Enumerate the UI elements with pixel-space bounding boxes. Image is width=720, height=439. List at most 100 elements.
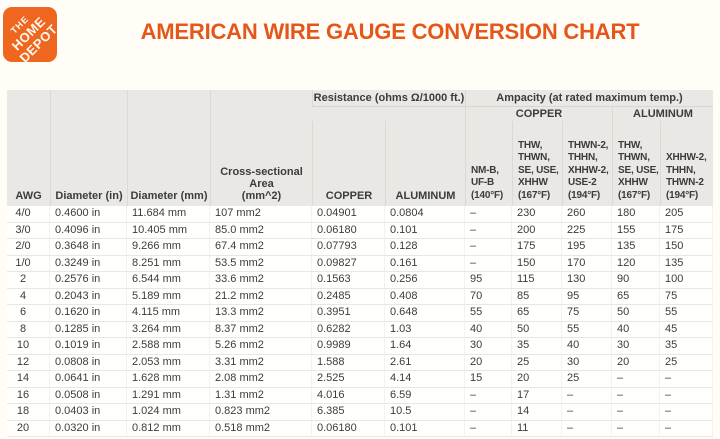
table-cell: 14 [7, 371, 50, 387]
column-header-xhhw2-aluminum: XHHW-2, THHN, THWN-2 (194°F) [660, 121, 713, 206]
table-cell: 15 [465, 371, 512, 387]
table-cell: 6.385 [312, 404, 385, 420]
table-cell: 0.3951 [312, 305, 385, 321]
table-body: 4/0 0.4600 in 11.684 mm 107 mm2 0.04901 0.080… [7, 206, 713, 437]
table-cell: 10.405 mm [127, 222, 210, 238]
table-cell: 0.4096 in [50, 222, 127, 238]
table-cell: 135 [612, 239, 660, 255]
table-cell: 33.6 mm2 [210, 272, 312, 288]
table-cell: 0.9989 [312, 338, 385, 354]
column-header-thw-copper: THW, THWN, SE, USE, XHHW (167°F) [512, 121, 562, 206]
table-cell: 1.64 [385, 338, 465, 354]
table-cell: 20 [512, 371, 562, 387]
table-row: 4 0.2043 in 5.189 mm 21.2 mm2 0.2485 0.408 70 8… [7, 288, 713, 305]
column-header-nmb-ufb: NM-B, UF-B (140°F) [465, 121, 512, 206]
table-cell: 0.0808 in [50, 354, 127, 370]
table-cell: 65 [612, 288, 660, 304]
table-row: 20 0.0320 in 0.812 mm 0.518 mm2 0.06180 0.101… [7, 420, 713, 437]
table-cell: – [465, 404, 512, 420]
table-cell: 1.024 mm [127, 404, 210, 420]
table-cell: 8.251 mm [127, 255, 210, 271]
table-cell: 175 [512, 239, 562, 255]
table-cell: 225 [562, 222, 612, 238]
table-cell: 35 [512, 338, 562, 354]
table-cell: – [562, 420, 612, 436]
table-cell: 11.684 mm [127, 206, 210, 222]
table-cell: 0.2043 in [50, 288, 127, 304]
table-cell: 25 [660, 354, 713, 370]
table-cell: 2.08 mm2 [210, 371, 312, 387]
table-cell: 95 [562, 288, 612, 304]
table-cell: – [660, 404, 713, 420]
table-cell: 0.2485 [312, 288, 385, 304]
table-cell: 95 [465, 272, 512, 288]
column-header-diameter-in: Diameter (in) [50, 90, 127, 206]
table-cell: 20 [612, 354, 660, 370]
table-cell: 0.0804 [385, 206, 465, 222]
table-cell: – [660, 420, 713, 436]
table-cell: – [612, 371, 660, 387]
table-cell: 2.525 [312, 371, 385, 387]
table-cell: 200 [512, 222, 562, 238]
table-cell: 0.06180 [312, 222, 385, 238]
table-cell: 0.06180 [312, 420, 385, 436]
table-cell: 14 [512, 404, 562, 420]
table-cell: 2/0 [7, 239, 50, 255]
table-cell: 4.016 [312, 387, 385, 403]
table-cell: 50 [612, 305, 660, 321]
table-cell: 25 [512, 354, 562, 370]
table-row: 4/0 0.4600 in 11.684 mm 107 mm2 0.04901 0.080… [7, 206, 713, 223]
table-cell: 5.26 mm2 [210, 338, 312, 354]
table-cell: 6.544 mm [127, 272, 210, 288]
column-header-cross-section: Cross-sectional Area (mm^2) [210, 90, 312, 206]
table-cell: 1.588 [312, 354, 385, 370]
table-row: 3/0 0.4096 in 10.405 mm 85.0 mm2 0.06180 0.10… [7, 222, 713, 239]
table-cell: 2.61 [385, 354, 465, 370]
home-depot-logo-text: THE HOME DEPOT [3, 7, 57, 62]
table-cell: 180 [612, 206, 660, 222]
table-row: 18 0.0403 in 1.024 mm 0.823 mm2 6.385 10.5–14… [7, 404, 713, 421]
table-cell: 25 [562, 371, 612, 387]
table-cell: 55 [562, 321, 612, 337]
table-cell: 18 [7, 404, 50, 420]
table-cell: – [465, 222, 512, 238]
table-cell: 20 [7, 420, 50, 436]
table-cell: 13.3 mm2 [210, 305, 312, 321]
group-header-ampacity-aluminum: ALUMINUM [612, 107, 713, 121]
table-cell: 1/0 [7, 255, 50, 271]
table-cell: 0.0320 in [50, 420, 127, 436]
table-cell: 10.5 [385, 404, 465, 420]
table-cell: 0.256 [385, 272, 465, 288]
table-cell: 107 mm2 [210, 206, 312, 222]
table-cell: – [465, 239, 512, 255]
table-cell: 5.189 mm [127, 288, 210, 304]
table-row: 2 0.2576 in 6.544 mm 33.6 mm2 0.1563 0.256 95 1… [7, 272, 713, 289]
table-cell: 55 [465, 305, 512, 321]
table-cell: 85.0 mm2 [210, 222, 312, 238]
table-cell: 40 [562, 338, 612, 354]
table-cell: 30 [465, 338, 512, 354]
table-cell: 0.161 [385, 255, 465, 271]
table-cell: 4.14 [385, 371, 465, 387]
table-cell: 3.264 mm [127, 321, 210, 337]
table-cell: 115 [512, 272, 562, 288]
table-cell: 0.0641 in [50, 371, 127, 387]
table-row: 14 0.0641 in 1.628 mm 2.08 mm2 2.525 4.14 15 20… [7, 371, 713, 388]
table-cell: 170 [562, 255, 612, 271]
table-cell: 0.1563 [312, 272, 385, 288]
table-cell: 6 [7, 305, 50, 321]
table-cell: 55 [660, 305, 713, 321]
table-cell: – [465, 255, 512, 271]
table-cell: 45 [660, 321, 713, 337]
table-cell: 0.823 mm2 [210, 404, 312, 420]
table-cell: 4 [7, 288, 50, 304]
table-cell: 35 [660, 338, 713, 354]
table-cell: 130 [562, 272, 612, 288]
table-cell: 205 [660, 206, 713, 222]
table-cell: 150 [512, 255, 562, 271]
table-cell: – [562, 404, 612, 420]
table-cell: 4.115 mm [127, 305, 210, 321]
table-cell: 0.3249 in [50, 255, 127, 271]
table-cell: 2 [7, 272, 50, 288]
